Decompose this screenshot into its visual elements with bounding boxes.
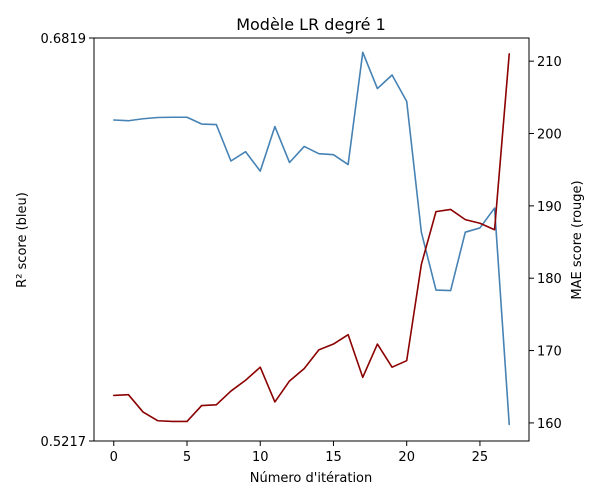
y-axis-label-right: MAE score (rouge): [570, 180, 585, 299]
y-tick-label-left: 0.6819: [41, 32, 87, 47]
x-tick-label: 0: [110, 450, 118, 465]
y-tick-label-left: 0.5217: [41, 435, 87, 450]
x-tick-label: 15: [325, 450, 342, 465]
y-tick-label-right: 200: [537, 128, 562, 143]
y-tick-label-right: 190: [537, 200, 562, 215]
r2-series-line: [112, 51, 511, 426]
ticks-layer: 0 5 10 15 20 25 0.5217 0.6819 160 170 180 190 200 210: [41, 32, 562, 465]
x-tick-label: 25: [472, 450, 489, 465]
series-layer: [112, 51, 511, 426]
y-tick-label-right: 170: [537, 345, 562, 360]
y-tick-label-right: 210: [537, 55, 562, 70]
y-axis-label-left: R² score (bleu): [15, 192, 30, 288]
x-tick-label: 20: [398, 450, 415, 465]
x-tick-label: 5: [183, 450, 191, 465]
y-tick-label-right: 180: [537, 272, 562, 287]
chart-title: Modèle LR degré 1: [236, 15, 386, 34]
y-tick-label-right: 160: [537, 417, 562, 432]
x-tick-label: 10: [252, 450, 269, 465]
mae-series-line: [112, 53, 511, 423]
plot-frame: [93, 37, 530, 442]
x-axis-label: Número d'itération: [250, 471, 373, 486]
